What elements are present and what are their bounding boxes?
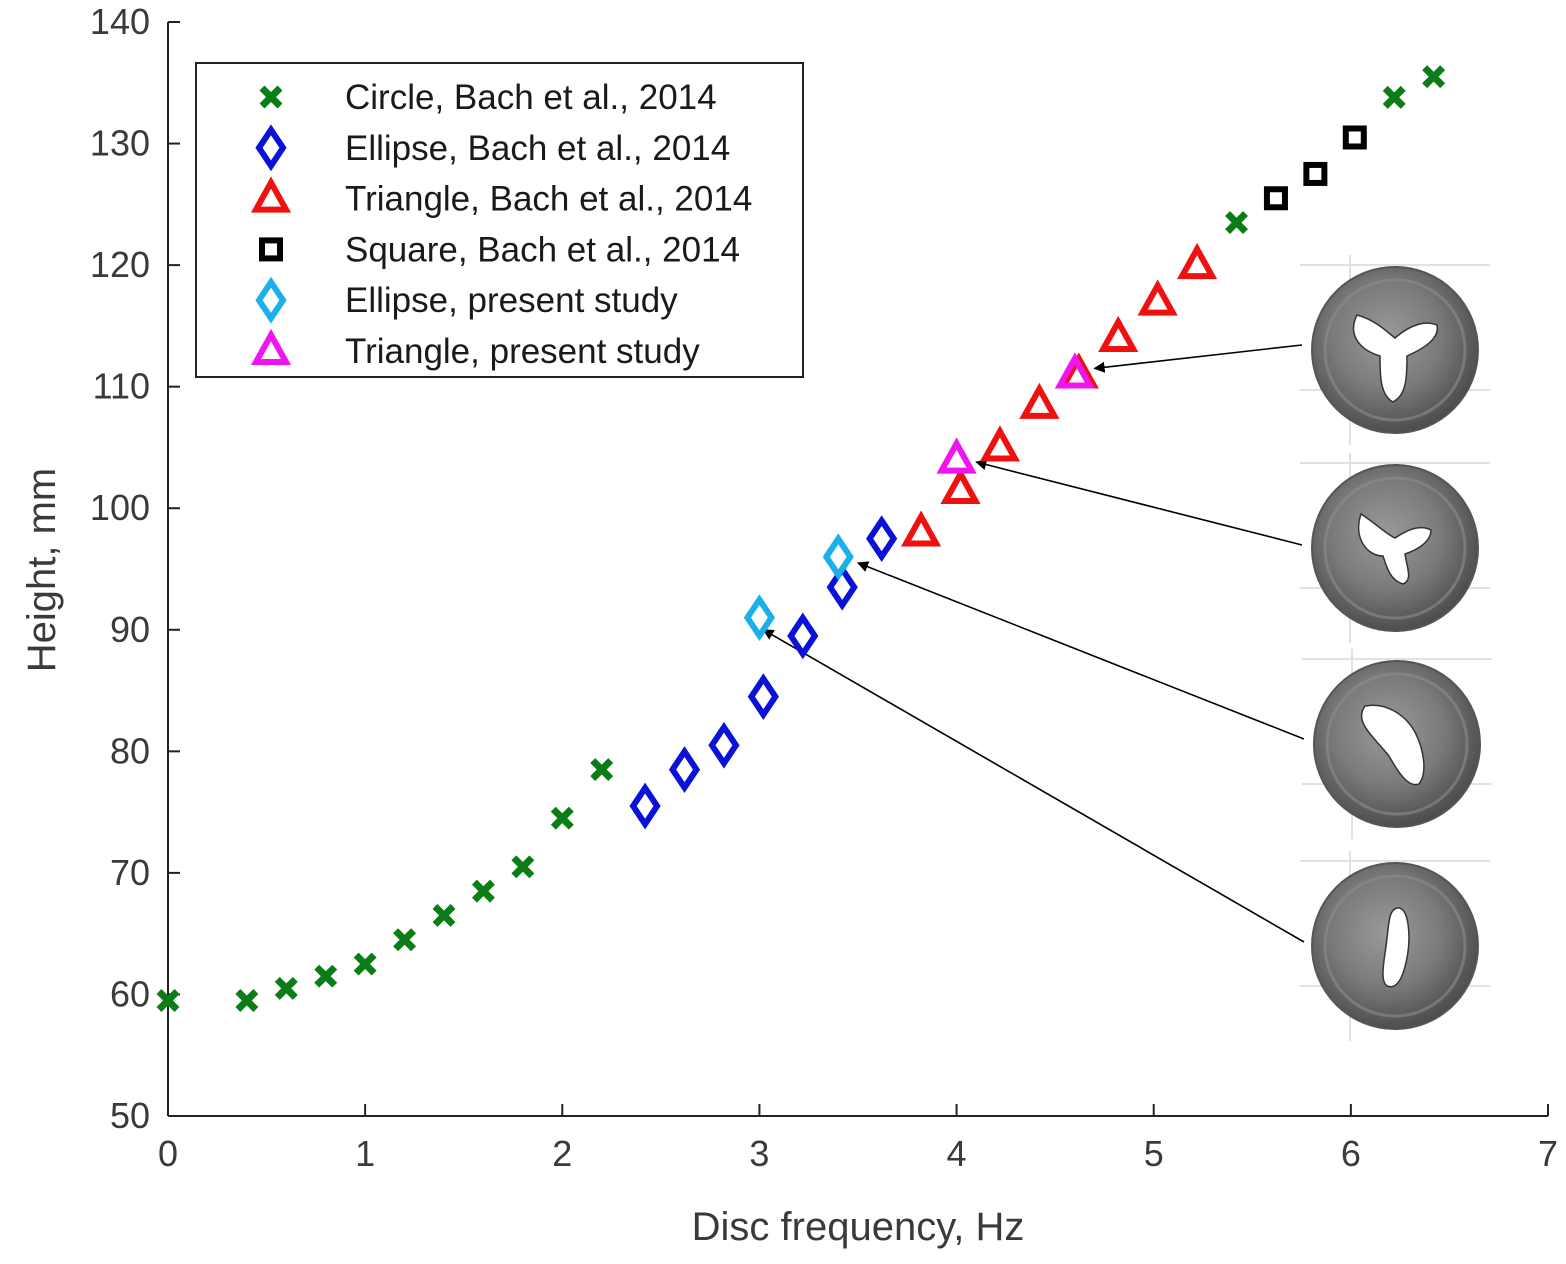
data-point: [1422, 65, 1446, 89]
inset-images: [1300, 255, 1492, 1041]
legend-marker: [255, 276, 287, 324]
y-tick-label: 50: [110, 1095, 150, 1136]
y-tick-label: 60: [110, 973, 150, 1014]
y-tick-label: 90: [110, 609, 150, 650]
inset-disc-ring: [1323, 476, 1467, 620]
data-point: [1263, 186, 1288, 211]
y-tick-label: 70: [110, 852, 150, 893]
data-point: [590, 758, 614, 782]
inset-disc-ring: [1323, 278, 1467, 422]
x-tick-label: 5: [1144, 1133, 1164, 1174]
legend-box: [195, 62, 804, 378]
legend-label: Square, Bach et al., 2014: [345, 230, 740, 269]
data-point: [235, 989, 259, 1012]
data-point: [1342, 125, 1367, 150]
inset-disc-ring: [1323, 874, 1467, 1018]
data-point: [511, 855, 535, 879]
legend-label: Triangle, present study: [345, 332, 700, 371]
data-point: [668, 746, 701, 793]
data-point: [1176, 242, 1218, 280]
inset-vortex-core: [1352, 314, 1439, 403]
data-point: [787, 612, 819, 660]
inset-vortex-core: [1382, 907, 1410, 988]
inset-disc-ring: [1325, 672, 1469, 816]
legend-label: Ellipse, Bach et al., 2014: [345, 129, 730, 168]
x-tick-label: 0: [158, 1133, 178, 1174]
data-point: [936, 437, 977, 474]
annotation-arrows: [762, 344, 1305, 943]
series-ellipse-present-study: [743, 533, 854, 642]
data-point: [432, 903, 456, 927]
data-point: [866, 515, 898, 563]
x-tick-label: 7: [1538, 1133, 1558, 1174]
data-point: [353, 952, 377, 976]
data-point: [822, 533, 854, 581]
data-point: [900, 510, 942, 547]
legend-marker: [259, 237, 283, 262]
x-axis-title: Disc frequency, Hz: [692, 1205, 1025, 1249]
x-tick-label: 2: [552, 1133, 572, 1174]
data-point: [708, 721, 740, 769]
data-point: [940, 467, 981, 504]
data-points: [156, 65, 1446, 1012]
legend-marker: [259, 85, 283, 109]
series-circle-bach-et-al-2014: [156, 65, 1446, 1012]
series-triangle-bach-et-al-2014: [900, 242, 1218, 547]
y-tick-label: 100: [90, 487, 150, 528]
series-triangle-present-study: [936, 352, 1095, 474]
data-point: [550, 806, 574, 830]
y-tick-label: 110: [93, 366, 150, 407]
data-point: [471, 879, 495, 903]
x-tick-label: 4: [947, 1133, 967, 1174]
x-tick-label: 1: [355, 1133, 375, 1174]
legend-marker: [255, 124, 287, 172]
series-ellipse-bach-et-al-2014: [629, 515, 898, 830]
y-tick-label: 130: [90, 123, 150, 164]
annotation-arrow: [975, 459, 1303, 546]
legend-marker: [250, 176, 292, 213]
data-point: [393, 928, 417, 952]
data-point: [156, 989, 180, 1012]
inset-disc: [1300, 255, 1490, 445]
axes: 0 1 2 3 4 5 6 7 50 60 70 80 90 100 110 120 130 140: [90, 1, 1558, 1174]
data-point: [979, 425, 1021, 462]
inset-vortex-core: [1360, 704, 1425, 786]
data-point: [1054, 352, 1095, 389]
data-point: [1225, 211, 1248, 235]
data-point: [274, 976, 298, 1000]
legend: Circle, Bach et al., 2014 Ellipse, Bach e…: [195, 62, 804, 378]
x-tick-label: 3: [749, 1133, 769, 1174]
annotation-arrow: [762, 629, 1305, 943]
inset-disc: [1300, 453, 1490, 643]
y-tick-label: 120: [90, 244, 150, 285]
data-point: [1137, 279, 1178, 316]
data-point: [826, 563, 858, 611]
data-point: [629, 782, 661, 830]
data-point: [1098, 315, 1139, 353]
data-point: [1382, 85, 1406, 109]
inset-disc: [1302, 649, 1492, 839]
x-tick-label: 6: [1341, 1133, 1361, 1174]
annotation-arrow: [1093, 344, 1303, 373]
y-tick-label: 140: [90, 1, 150, 42]
y-tick-label: 80: [110, 730, 150, 771]
series-square-bach-et-al-2014: [1263, 125, 1367, 211]
annotation-arrow: [856, 561, 1305, 740]
data-point: [1019, 382, 1060, 419]
inset-vortex-core: [1357, 512, 1432, 585]
inset-disc: [1300, 851, 1490, 1041]
data-point: [314, 964, 338, 988]
legend-label: Triangle, Bach et al., 2014: [345, 180, 752, 219]
legend-marker: [250, 328, 292, 365]
legend-label: Circle, Bach et al., 2014: [345, 78, 717, 117]
data-point: [1303, 161, 1328, 186]
y-axis-title: Height, mm: [20, 468, 64, 673]
legend-label: Ellipse, present study: [345, 281, 678, 320]
data-point: [747, 673, 779, 721]
data-point: [743, 594, 776, 642]
